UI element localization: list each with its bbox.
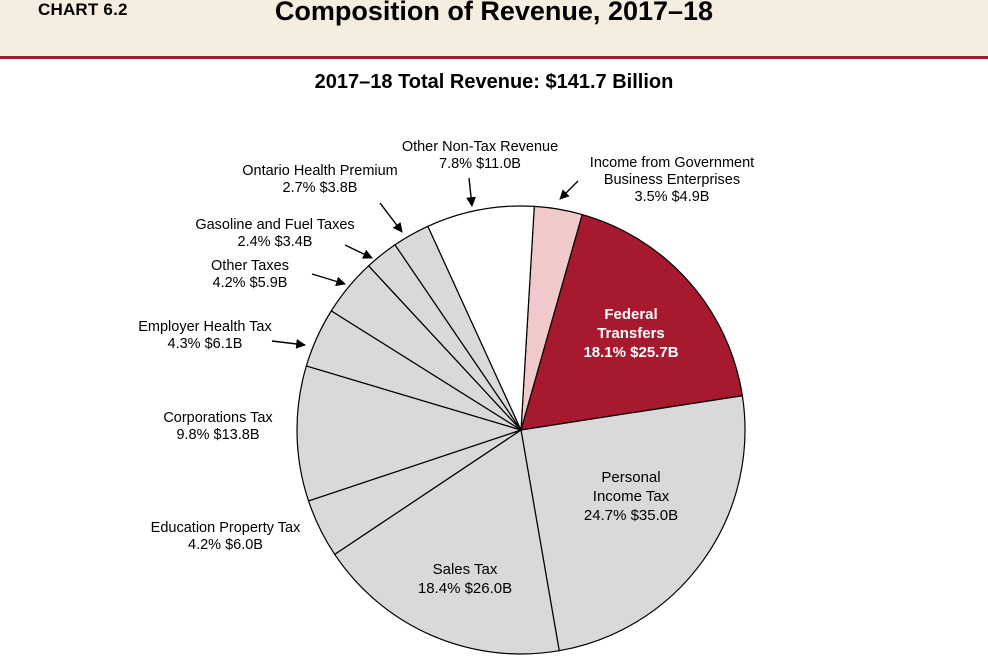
- slice-label-sales: Sales Tax 18.4% $26.0B: [390, 560, 540, 598]
- slice-name-line: Other Non-Tax Revenue: [401, 139, 559, 155]
- pie-slice-nontax: [427, 205, 535, 431]
- slice-name-line: Ontario Health Premium: [242, 163, 398, 179]
- slice-name-line: Personal: [601, 469, 661, 486]
- pie-slice-federal: [520, 213, 743, 431]
- slice-name-line: Other Taxes: [211, 258, 289, 274]
- slice-label-federal: Federal Transfers 18.1% $25.7B: [556, 305, 706, 362]
- slice-label-edu: Education Property Tax 4.2% $6.0B: [128, 520, 323, 554]
- header-rule: [0, 56, 988, 59]
- chart-header: [0, 0, 988, 56]
- pie-slice-corp: [296, 365, 522, 502]
- slice-label-nontax: Other Non-Tax Revenue 7.8% $11.0B: [370, 139, 590, 173]
- slice-value-label: 2.7% $3.8B: [282, 180, 358, 196]
- slice-label-other-taxes: Other Taxes 4.2% $5.9B: [190, 258, 310, 292]
- slice-name-line: Education Property Tax: [150, 520, 301, 536]
- chart-number: CHART 6.2: [38, 0, 128, 19]
- slice-label-pit: Personal Income Tax 24.7% $35.0B: [556, 468, 706, 525]
- slice-value-label: 4.2% $6.0B: [188, 537, 263, 553]
- slice-name-line: Employer Health Tax: [138, 319, 272, 335]
- slice-name-line: Income Tax: [592, 488, 670, 505]
- slice-label-gbe: Income from Government Business Enterpris…: [572, 155, 772, 206]
- slice-label-eht: Employer Health Tax 4.3% $6.1B: [120, 319, 290, 353]
- slice-label-corp: Corporations Tax 9.8% $13.8B: [128, 410, 308, 444]
- pie-slice-pit: [520, 395, 746, 652]
- slice-name-line: Gasoline and Fuel Taxes: [195, 217, 355, 233]
- slice-value-label: 7.8% $11.0B: [439, 156, 521, 172]
- leader-arrow-eht: [271, 339, 306, 349]
- chart-title: Composition of Revenue, 2017–18: [274, 0, 714, 26]
- slice-value-label: 9.8% $13.8B: [176, 427, 260, 443]
- leader-arrow-ohp: [379, 202, 403, 233]
- slice-name-line: Business Enterprises: [603, 172, 741, 188]
- slice-name-line: Sales Tax: [432, 561, 498, 578]
- slice-label-ohp: Ontario Health Premium 2.7% $3.8B: [210, 163, 430, 197]
- slice-value-label: 4.3% $6.1B: [167, 336, 243, 352]
- pie-slice-sales: [334, 429, 560, 655]
- slice-label-gas: Gasoline and Fuel Taxes 2.4% $3.4B: [175, 217, 375, 251]
- slice-value-label: 4.2% $5.9B: [212, 275, 288, 291]
- slice-value-label: 3.5% $4.9B: [634, 189, 710, 205]
- slice-value-label: 18.1% $25.7B: [583, 344, 679, 361]
- chart-subtitle: 2017–18 Total Revenue: $141.7 Billion: [314, 71, 674, 93]
- slice-name-line: Federal: [604, 306, 658, 323]
- slice-name-line: Corporations Tax: [163, 410, 273, 426]
- slice-name-line: Transfers: [597, 325, 665, 342]
- leader-arrow-other-taxes: [311, 273, 346, 287]
- slice-name-line: Income from Government: [589, 155, 755, 171]
- slice-value-label: 18.4% $26.0B: [417, 580, 513, 597]
- slice-value-label: 24.7% $35.0B: [583, 507, 679, 524]
- leader-arrow-nontax: [466, 177, 476, 207]
- slice-value-label: 2.4% $3.4B: [237, 234, 313, 250]
- leader-arrow-gas: [344, 244, 373, 259]
- leader-arrow-gbe: [559, 180, 579, 200]
